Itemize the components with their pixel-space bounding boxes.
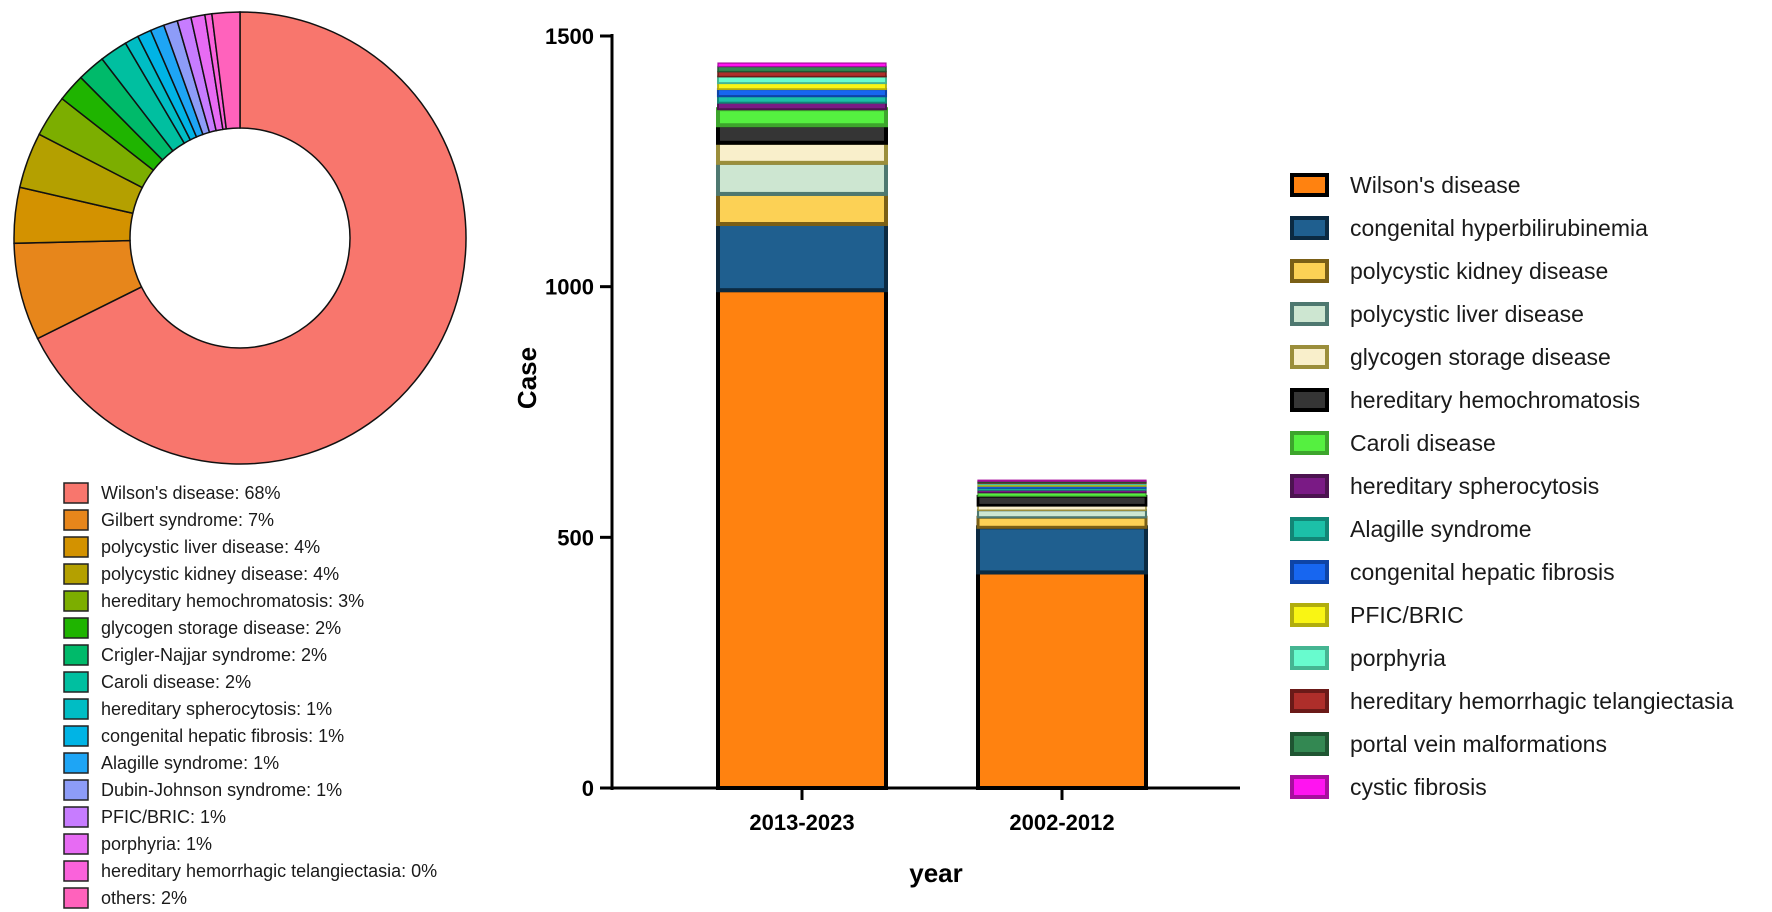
donut-legend-label: Gilbert syndrome: 7% [101,510,274,530]
donut-slices [13,11,467,465]
bar-legend-label: portal vein malformations [1350,731,1607,757]
bar-legend-swatch [1290,474,1329,498]
donut-legend-swatch [63,806,89,828]
bar-legend-label: cystic fibrosis [1350,774,1487,800]
y-tick-label: 500 [557,525,594,550]
bar-segment-polycystic-kidney-disease [716,191,888,226]
donut-legend-swatch [63,617,89,639]
donut-legend-label: others: 2% [101,888,187,908]
donut-legend-swatch [63,860,89,882]
y-axis-title: Case [512,347,542,409]
bar-segment-hereditary-hemochromatosis [976,494,1148,507]
donut-legend-label: hereditary spherocytosis: 1% [101,699,332,719]
donut-legend-swatch [63,752,89,774]
donut-legend-swatch [63,671,89,693]
stacked-bar-chart: 0 500 1000 1500 2013-2023 2002-2012 Case year [512,24,1240,888]
donut-legend-label: polycystic liver disease: 4% [101,537,320,557]
donut-legend-label: PFIC/BRIC: 1% [101,807,226,827]
bar-legend-label: hereditary hemorrhagic telangiectasia [1350,688,1734,714]
x-axis-title: year [909,858,963,888]
bar-legend-swatch [1290,732,1329,756]
bar-legend-swatch [1290,603,1329,627]
bar-segment-polycystic-liver-disease [976,509,1148,519]
y-tick-label: 1500 [545,24,594,49]
bar-legend-label: congenital hyperbilirubinemia [1350,215,1648,241]
donut-legend-swatch [63,509,89,531]
x-tick-label: 2013-2023 [749,810,854,835]
donut-legend: Wilson's disease: 68% Gilbert syndrome: 7… [63,482,437,909]
bar-segment-portal-vein-malformations [717,65,887,73]
bar-legend-swatch [1290,560,1329,584]
bar-segment-porphyria [717,75,887,85]
bar-stack-2002-2012 [976,479,1148,791]
donut-legend-label: glycogen storage disease: 2% [101,618,341,638]
bar-legend-label: Caroli disease [1350,430,1496,456]
bar-stack-2013-2023 [716,62,888,790]
bar-legend-label: hereditary spherocytosis [1350,473,1599,499]
bar-legend-swatch [1290,388,1329,412]
donut-legend-swatch [63,698,89,720]
donut-legend-label: Alagille syndrome: 1% [101,753,279,773]
bar-segment-congenital-hyperbilirubinemia [976,525,1148,575]
bar-legend-swatch [1290,173,1329,197]
donut-legend-label: hereditary hemorrhagic telangiectasia: 0… [101,861,437,881]
bar-segment-polycystic-liver-disease [716,160,888,196]
donut-legend-swatch [63,833,89,855]
bar-segment-glycogen-storage-disease [716,140,888,165]
donut-legend-swatch [63,887,89,909]
bar-segment-hereditary-hemochromatosis [716,123,888,145]
y-tick-label: 0 [582,776,594,801]
x-tick-label: 2002-2012 [1009,810,1114,835]
bar-legend-label: glycogen storage disease [1350,344,1611,370]
bar-legend-label: polycystic kidney disease [1350,258,1608,284]
donut-slice-wilson-s-disease [36,11,467,465]
bar-legend-swatch [1290,431,1329,455]
bar-segment-cystic-fibrosis [717,62,887,68]
bar-segment-polycystic-kidney-disease [976,515,1148,529]
donut-legend-swatch [63,563,89,585]
bar-legend-label: porphyria [1350,645,1446,671]
bar-legend: Wilson's disease congenital hyperbilirubi… [1290,172,1734,800]
bar-segment-wilson-s-disease [976,570,1148,791]
donut-slice-others [210,11,241,130]
y-tick-label: 1000 [545,275,594,300]
donut-legend-swatch [63,590,89,612]
bar-segment-congenital-hepatic-fibrosis [716,88,888,98]
bar-axes: 0 500 1000 1500 2013-2023 2002-2012 [545,24,1240,835]
bar-stacks [716,62,1148,791]
donut-chart [13,11,467,465]
donut-legend-swatch [63,482,89,504]
bar-legend-label: congenital hepatic fibrosis [1350,559,1615,585]
bar-segment-caroli-disease [716,107,888,128]
bar-legend-label: polycystic liver disease [1350,301,1584,327]
donut-legend-swatch [63,644,89,666]
bar-legend-swatch [1290,302,1329,326]
donut-legend-swatch [63,725,89,747]
bar-legend-label: Wilson's disease [1350,172,1521,198]
donut-legend-label: porphyria: 1% [101,834,212,854]
donut-legend-swatch [63,779,89,801]
donut-legend-label: Wilson's disease: 68% [101,483,281,503]
bar-legend-swatch [1290,517,1329,541]
donut-legend-label: Caroli disease: 2% [101,672,251,692]
bar-segment-cystic-fibrosis [977,479,1147,482]
bar-legend-swatch [1290,345,1329,369]
donut-legend-label: congenital hepatic fibrosis: 1% [101,726,344,746]
bar-legend-swatch [1290,216,1329,240]
bar-legend-label: PFIC/BRIC [1350,602,1464,628]
bar-segment-wilson-s-disease [716,288,888,790]
bar-legend-label: Alagille syndrome [1350,516,1532,542]
bar-segment-congenital-hyperbilirubinemia [716,222,888,293]
bar-legend-swatch [1290,775,1329,799]
donut-legend-swatch [63,536,89,558]
donut-legend-label: hereditary hemochromatosis: 3% [101,591,364,611]
donut-legend-label: Dubin-Johnson syndrome: 1% [101,780,342,800]
bar-legend-swatch [1290,689,1329,713]
bar-legend-label: hereditary hemochromatosis [1350,387,1640,413]
donut-legend-label: polycystic kidney disease: 4% [101,564,339,584]
bar-legend-swatch [1290,646,1329,670]
donut-legend-label: Crigler-Najjar syndrome: 2% [101,645,327,665]
bar-legend-swatch [1290,259,1329,283]
